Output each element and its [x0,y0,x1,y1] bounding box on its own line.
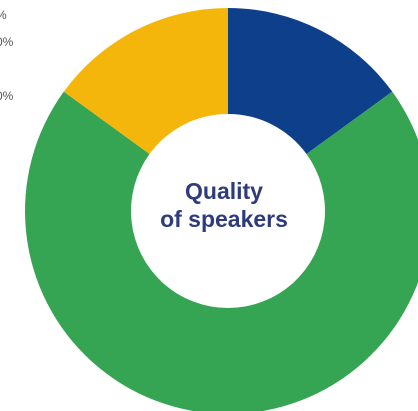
donut-slice [63,7,229,154]
donut-slice [25,91,418,411]
center-title: of speakers [160,206,288,232]
legend-fragment: 0% [0,35,14,49]
legend-fragment: 0% [0,89,14,103]
donut-slice [228,8,393,154]
donut [25,7,418,411]
center-title: Quality [185,178,263,204]
legend-fragment: % [0,8,7,22]
